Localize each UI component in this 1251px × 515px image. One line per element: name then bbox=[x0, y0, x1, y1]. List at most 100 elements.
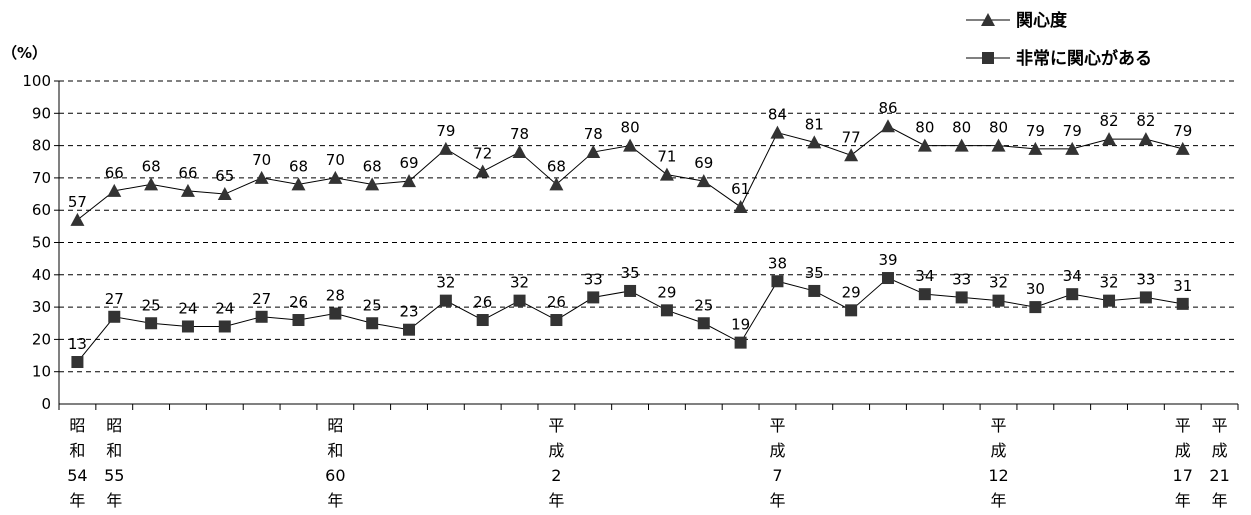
data-label: 66 bbox=[105, 164, 124, 182]
data-point bbox=[623, 138, 638, 152]
x-label-7: 昭和 60 年 bbox=[325, 416, 345, 510]
data-point bbox=[107, 183, 122, 197]
data-point bbox=[403, 323, 416, 336]
x-label-30: 平成 17 年 bbox=[1173, 416, 1193, 510]
data-label: 31 bbox=[1173, 277, 1192, 295]
data-label: 32 bbox=[436, 274, 455, 292]
x-label-char: 54 bbox=[67, 466, 87, 485]
data-point bbox=[771, 275, 784, 288]
data-point bbox=[1138, 132, 1153, 146]
data-point bbox=[991, 138, 1006, 152]
y-tick-label-10: 10 bbox=[32, 363, 51, 381]
x-label-char: 2 bbox=[551, 466, 561, 485]
x-label-31: 平成 21 年 bbox=[1209, 416, 1229, 510]
data-label: 80 bbox=[989, 119, 1008, 137]
data-point bbox=[1176, 297, 1189, 310]
series-kanshindo: 57 66 68 66 65 70 68 70 68 69 79 72 78 68 78 80 71 69 61 84… bbox=[68, 99, 1192, 226]
legend-entry-1: 非常に関心がある bbox=[966, 48, 1152, 69]
data-point bbox=[955, 291, 968, 304]
data-point bbox=[696, 174, 711, 188]
data-label: 65 bbox=[215, 167, 234, 185]
x-label-char: 和 bbox=[327, 441, 343, 460]
data-label: 28 bbox=[326, 287, 345, 305]
x-label-char: 平 bbox=[769, 416, 785, 435]
x-label-char: 和 bbox=[69, 441, 85, 460]
data-point bbox=[218, 320, 231, 333]
data-label: 78 bbox=[510, 125, 529, 143]
data-label: 32 bbox=[1100, 274, 1119, 292]
x-axis-labels: 昭和 54 年 昭和 55 年 昭和 60 年 平成 2 年 平成 7 年 平成 12 年 平成 17 年 平成 21 年 bbox=[67, 416, 1230, 510]
x-label-char: 成 bbox=[1175, 441, 1191, 460]
data-point bbox=[624, 284, 637, 297]
data-label: 30 bbox=[1026, 280, 1045, 298]
x-label-char: 平 bbox=[991, 416, 1007, 435]
data-label: 66 bbox=[178, 164, 197, 182]
data-point bbox=[180, 183, 195, 197]
data-point bbox=[734, 336, 747, 349]
data-label: 26 bbox=[473, 293, 492, 311]
x-label-char: 成 bbox=[1212, 441, 1228, 460]
data-point bbox=[255, 310, 268, 323]
data-point bbox=[954, 138, 969, 152]
data-label: 79 bbox=[436, 122, 455, 140]
data-label: 68 bbox=[142, 157, 161, 175]
data-point bbox=[108, 310, 121, 323]
y-axis-unit-label: （%） bbox=[2, 44, 47, 62]
y-tick-label-90: 90 bbox=[32, 104, 51, 122]
x-label-13: 平成 2 年 bbox=[548, 416, 564, 510]
data-label: 33 bbox=[1136, 270, 1155, 288]
y-tick-label-50: 50 bbox=[32, 234, 51, 252]
x-label-char: 平 bbox=[1175, 416, 1191, 435]
x-label-char: 昭 bbox=[327, 416, 343, 435]
x-label-char: 年 bbox=[106, 491, 122, 510]
x-label-char: 年 bbox=[548, 491, 564, 510]
data-point bbox=[1028, 141, 1043, 155]
data-label: 79 bbox=[1026, 122, 1045, 140]
data-label: 82 bbox=[1100, 112, 1119, 130]
x-label-char: 年 bbox=[991, 491, 1007, 510]
data-point bbox=[402, 174, 417, 188]
data-point bbox=[365, 177, 380, 191]
y-tick-label-70: 70 bbox=[32, 169, 51, 187]
y-tick-label-60: 60 bbox=[32, 201, 51, 219]
data-label: 72 bbox=[473, 144, 492, 162]
series-hijouni-kanshin: 13 27 25 24 24 27 26 28 25 23 32 26 32 26 33 35 29 25 19 38… bbox=[68, 251, 1192, 369]
data-point bbox=[1103, 294, 1116, 307]
data-label: 80 bbox=[621, 119, 640, 137]
data-point bbox=[291, 177, 306, 191]
data-point bbox=[1102, 132, 1117, 146]
x-label-1: 昭和 55 年 bbox=[104, 416, 124, 510]
data-label: 29 bbox=[842, 283, 861, 301]
y-tick-label-30: 30 bbox=[32, 298, 51, 316]
x-label-0: 昭和 54 年 bbox=[67, 416, 87, 510]
data-point bbox=[733, 199, 748, 213]
data-label: 26 bbox=[289, 293, 308, 311]
data-point bbox=[587, 291, 600, 304]
data-point bbox=[144, 177, 159, 191]
data-label: 68 bbox=[363, 157, 382, 175]
x-label-char: 昭 bbox=[69, 416, 85, 435]
data-label: 81 bbox=[805, 115, 824, 133]
x-label-char: 成 bbox=[548, 441, 564, 460]
data-label: 71 bbox=[657, 148, 676, 166]
triangle-icon bbox=[981, 13, 995, 26]
data-label: 80 bbox=[915, 119, 934, 137]
x-label-char: 60 bbox=[325, 466, 345, 485]
data-point bbox=[145, 317, 158, 330]
y-tick-label-20: 20 bbox=[32, 330, 51, 348]
x-label-19: 平成 7 年 bbox=[769, 416, 785, 510]
data-label: 39 bbox=[878, 251, 897, 269]
y-tick-label-100: 100 bbox=[22, 72, 51, 90]
x-label-char: 年 bbox=[769, 491, 785, 510]
data-point bbox=[918, 288, 931, 301]
x-label-char: 7 bbox=[772, 466, 782, 485]
data-label: 35 bbox=[805, 264, 824, 282]
x-label-char: 55 bbox=[104, 466, 124, 485]
grid-lines bbox=[59, 80, 1238, 373]
x-label-char: 昭 bbox=[106, 416, 122, 435]
x-label-char: 成 bbox=[991, 441, 1007, 460]
data-point bbox=[1139, 291, 1152, 304]
x-label-char: 17 bbox=[1173, 466, 1193, 485]
x-label-char: 年 bbox=[69, 491, 85, 510]
data-point bbox=[659, 167, 674, 181]
